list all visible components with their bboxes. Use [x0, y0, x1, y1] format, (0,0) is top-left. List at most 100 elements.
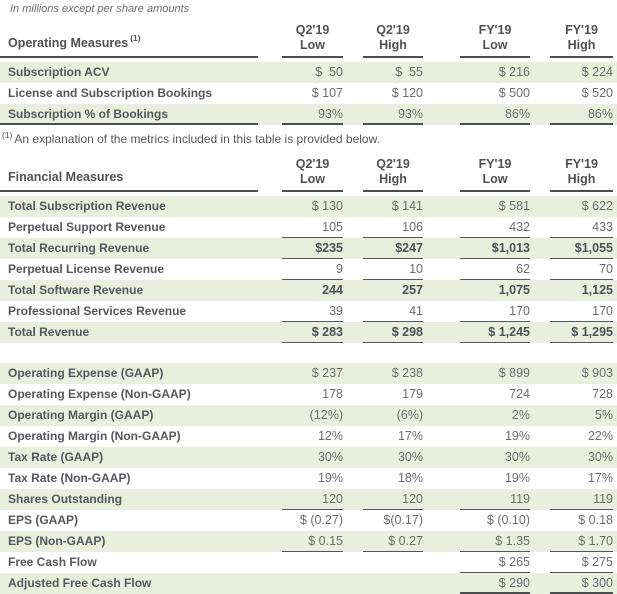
value-cell: $ 1,295	[550, 322, 613, 343]
row-label: Operating Margin (GAAP)	[8, 408, 154, 422]
table-row: Total Subscription Revenue $ 130 $ 141 $ 58…	[0, 196, 617, 217]
value-cell: 86%	[550, 104, 613, 125]
value-cell: $ 107	[311, 86, 343, 100]
row-label: Operating Expense (GAAP)	[8, 366, 164, 380]
value-cell: 19%	[504, 471, 530, 485]
operating-measures-title-text: Operating Measures	[8, 36, 129, 50]
column-header-period: Q2'19	[376, 157, 410, 171]
units-note: In millions except per share amounts	[10, 3, 190, 15]
value-cell: $ 581	[498, 199, 530, 213]
footnote-text: An explanation of the metrics included i…	[14, 132, 380, 146]
row-label: Operating Margin (Non-GAAP)	[8, 429, 181, 443]
value-cell: $ 141	[391, 199, 423, 213]
table-body: Total Subscription Revenue $ 130 $ 141 $ 58…	[0, 196, 617, 594]
value-cell: 93%	[282, 104, 343, 125]
value-cell: $ 216	[498, 65, 530, 79]
value-cell: 30%	[317, 450, 343, 464]
value-cell: 10	[363, 259, 423, 280]
value-cell: 120	[282, 489, 343, 510]
operating-measures-table: Operating Measures (1) Q2'19 Low Q2'19 High FY…	[0, 23, 617, 125]
table-row: License and Subscription Bookings $ 107 $ …	[0, 83, 617, 104]
value-cell: $ 903	[581, 366, 613, 380]
row-label: Shares Outstanding	[8, 492, 123, 506]
financial-outlook-sheet: In millions except per share amounts Ope…	[0, 3, 617, 594]
value-cell: 70	[550, 259, 613, 280]
row-label: Subscription % of Bookings	[0, 104, 258, 125]
table-row: Total Software Revenue 244 257 1,075 1,125	[0, 280, 617, 301]
table-row: Tax Rate (Non-GAAP) 19% 18% 19% 17%	[0, 468, 617, 489]
value-cell: $235	[282, 238, 343, 259]
value-cell: 93%	[363, 104, 423, 125]
column-header-bound: Low	[300, 38, 325, 52]
table-row: Subscription % of Bookings 93% 93% 86% 86%	[0, 104, 617, 125]
value-cell: $ 275	[550, 552, 613, 573]
value-cell: 1,075	[498, 283, 530, 297]
table-row: Tax Rate (GAAP) 30% 30% 30% 30%	[0, 447, 617, 468]
value-cell: $ 0.27	[363, 531, 423, 552]
value-cell: 170	[460, 301, 530, 322]
table-row: Subscription ACV $ 50 $ 55 $ 216 $ 224	[0, 62, 617, 83]
value-cell: $ 899	[498, 366, 530, 380]
value-cell: 5%	[594, 408, 613, 422]
column-header-period: FY'19	[565, 23, 598, 37]
value-cell: 30%	[504, 450, 530, 464]
value-cell: $ 238	[391, 366, 423, 380]
table-row: Perpetual License Revenue 9 10 62 70	[0, 259, 617, 280]
value-cell: 12%	[317, 429, 343, 443]
value-cell: 41	[363, 301, 423, 322]
column-header-period: Q2'19	[295, 23, 330, 37]
table-row: Total Revenue $ 283 $ 298 $ 1,245 $ 1,295	[0, 322, 617, 343]
value-cell: 39	[282, 301, 343, 322]
value-cell: 22%	[587, 429, 613, 443]
row-label: Total Software Revenue	[8, 283, 144, 297]
value-cell: $ 237	[311, 366, 343, 380]
value-cell: $ 265	[460, 552, 530, 573]
table-row: Perpetual Support Revenue 105 106 432 433	[0, 217, 617, 238]
value-cell: $ (0.27)	[299, 513, 343, 527]
table-title: Financial Measures	[0, 170, 258, 192]
value-cell	[363, 552, 423, 573]
table-row: Professional Services Revenue 39 41 170 170	[0, 301, 617, 322]
value-cell: $ 290	[460, 573, 530, 594]
row-label: Total Subscription Revenue	[8, 199, 166, 213]
column-header: Q2'19 Low	[282, 157, 343, 192]
column-header: FY'19 Low	[460, 23, 530, 58]
value-cell: 179	[402, 387, 423, 401]
table-title-superscript: (1)	[130, 32, 141, 43]
column-header-period: FY'19	[478, 157, 512, 171]
table-row: Total Recurring Revenue $235 $247 $1,013 $1,…	[0, 238, 617, 259]
value-cell: 86%	[460, 104, 530, 125]
value-cell: $ 500	[498, 86, 530, 100]
value-cell: 178	[322, 387, 343, 401]
column-header: FY'19 High	[550, 157, 613, 192]
column-header: Q2'19 High	[363, 157, 423, 192]
value-cell: $247	[363, 238, 423, 259]
value-cell	[282, 573, 343, 594]
value-cell: 257	[402, 283, 423, 297]
column-header: Q2'19 High	[363, 23, 423, 58]
table-header-row: Financial Measures Q2'19 Low Q2'19 High FY'19…	[0, 157, 617, 192]
column-header-period: FY'19	[478, 23, 512, 37]
column-header-bound: Low	[482, 172, 508, 186]
row-label: Total Revenue	[8, 325, 90, 339]
value-cell: 17%	[397, 429, 423, 443]
column-header-bound: High	[567, 38, 596, 52]
value-cell: 62	[460, 259, 530, 280]
value-cell: $ 1.35	[460, 531, 530, 552]
table-body: Subscription ACV $ 50 $ 55 $ 216 $ 224 Licens…	[0, 62, 617, 125]
row-label: Tax Rate (Non-GAAP)	[8, 471, 131, 485]
value-cell: 18%	[397, 471, 423, 485]
row-label: License and Subscription Bookings	[8, 86, 213, 100]
value-cell: 105	[282, 217, 343, 238]
value-cell: $ 283	[282, 322, 343, 343]
column-header-period: FY'19	[565, 157, 598, 171]
row-label: Perpetual License Revenue	[8, 262, 165, 276]
footnote: (1) An explanation of the metrics include…	[2, 130, 617, 146]
value-cell: 120	[363, 489, 423, 510]
value-cell: 724	[509, 387, 530, 401]
row-label: EPS (GAAP)	[8, 513, 79, 527]
value-cell: 19%	[317, 471, 343, 485]
column-header: FY'19 High	[550, 23, 613, 58]
row-label: Adjusted Free Cash Flow	[8, 576, 152, 590]
value-cell: $ 55	[395, 65, 423, 79]
